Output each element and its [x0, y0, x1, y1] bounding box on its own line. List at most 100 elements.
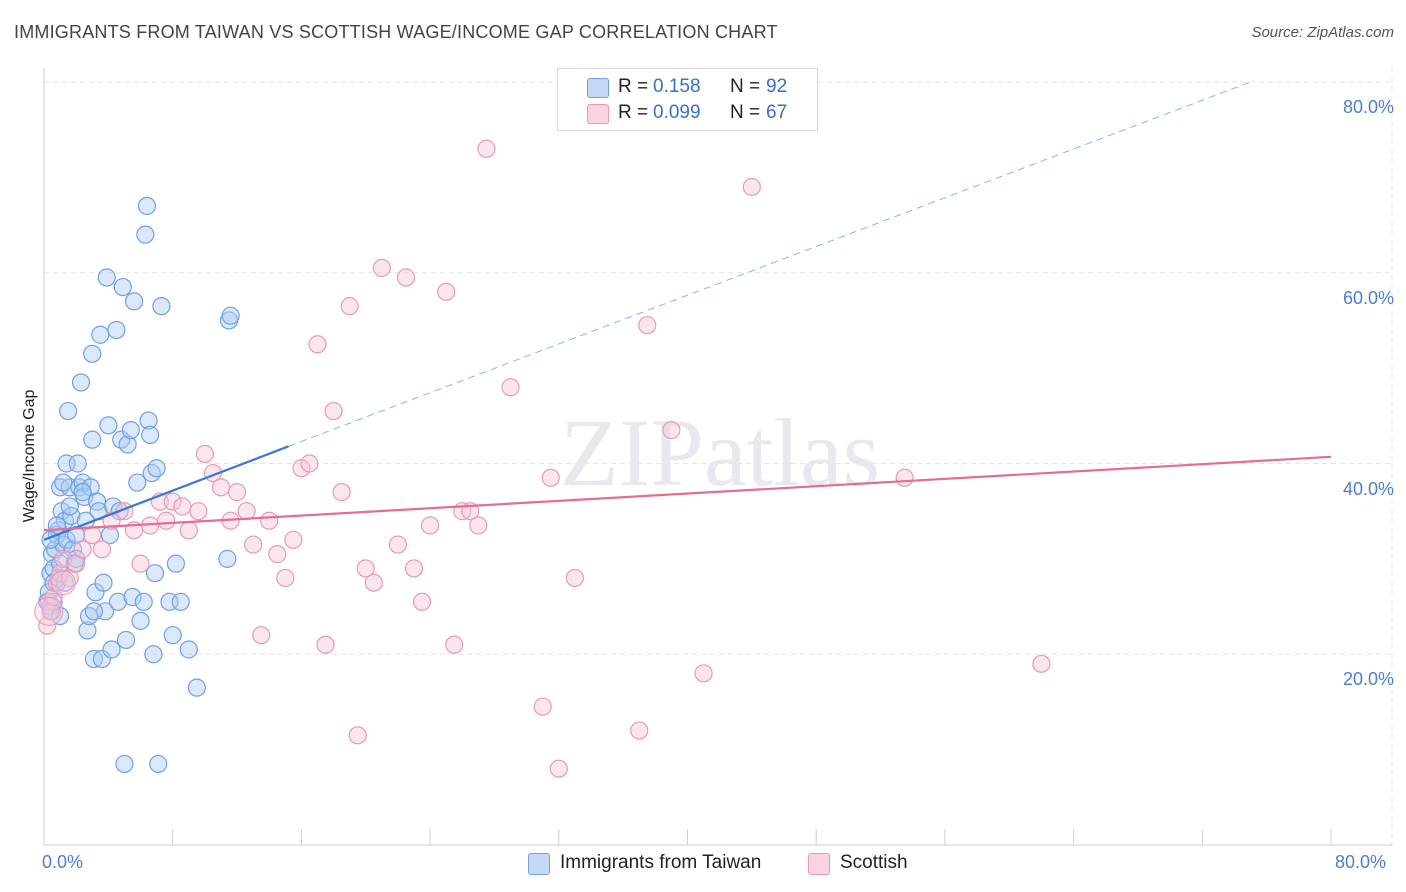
- data-point: [128, 473, 147, 492]
- data-point: [163, 626, 182, 645]
- data-point: [84, 602, 103, 621]
- data-point: [50, 564, 70, 583]
- data-point: [157, 511, 176, 530]
- data-point: [118, 435, 137, 454]
- data-point: [92, 540, 112, 559]
- data-point: [308, 335, 327, 354]
- data-point: [107, 320, 126, 340]
- data-point: [469, 516, 488, 535]
- data-point: [252, 626, 271, 645]
- data-point: [348, 726, 367, 745]
- taiwan-trend-line: [43, 445, 289, 541]
- data-point: [123, 587, 142, 607]
- data-point: [260, 511, 279, 530]
- r-label: R =: [618, 102, 649, 123]
- data-point: [372, 258, 391, 278]
- data-point: [83, 344, 102, 363]
- data-point: [124, 292, 144, 311]
- n-value: 92: [766, 76, 788, 97]
- data-point: [139, 411, 158, 430]
- data-point: [694, 664, 713, 683]
- x-tick-label-end: 80.0%: [1335, 852, 1387, 872]
- data-point: [638, 316, 657, 335]
- data-point: [54, 473, 73, 492]
- stats-legend: R = 0.158 N = 92 R = 0.099 N = 67: [557, 68, 818, 131]
- data-point: [189, 502, 208, 521]
- data-point: [78, 621, 97, 640]
- grid-layer: [44, 68, 1393, 845]
- data-point: [59, 401, 78, 421]
- data-point: [340, 297, 359, 316]
- data-point: [94, 573, 113, 592]
- data-point: [63, 540, 83, 559]
- data-point: [227, 483, 247, 502]
- n-label: N =: [730, 102, 761, 123]
- taiwan-swatch: [587, 78, 609, 98]
- data-point: [131, 611, 150, 630]
- chart-title: IMMIGRANTS FROM TAIWAN VS SCOTTISH WAGE/…: [14, 22, 778, 42]
- data-point: [145, 564, 165, 583]
- data-point: [501, 378, 520, 397]
- scottish-swatch: [587, 104, 609, 124]
- data-point: [60, 497, 79, 516]
- legend-label: Scottish: [840, 852, 908, 873]
- data-point: [171, 592, 190, 611]
- points-layer: [34, 139, 1051, 778]
- data-point: [187, 678, 206, 697]
- data-point: [166, 554, 186, 573]
- data-point: [41, 602, 60, 621]
- data-point: [137, 196, 157, 216]
- data-point: [445, 635, 464, 654]
- data-point: [437, 282, 456, 301]
- data-point: [742, 177, 761, 197]
- y-tick-label: 20.0%: [1342, 669, 1394, 690]
- data-point: [412, 592, 432, 611]
- data-point: [141, 425, 160, 444]
- n-label: N =: [730, 76, 761, 97]
- r-value: 0.099: [653, 102, 701, 123]
- data-point: [211, 478, 231, 497]
- stats-row-scottish: R = 0.099 N = 67: [558, 101, 817, 127]
- r-label: R =: [618, 76, 649, 97]
- data-point: [113, 277, 132, 297]
- y-tick-label: 40.0%: [1342, 478, 1394, 499]
- data-point: [565, 568, 584, 588]
- data-point: [364, 573, 383, 592]
- data-point: [1032, 654, 1051, 673]
- y-tick-label: 80.0%: [1342, 97, 1394, 117]
- legend-label: Immigrants from Taiwan: [560, 852, 762, 873]
- data-point: [144, 645, 163, 664]
- data-point: [388, 535, 408, 554]
- data-point: [91, 325, 110, 344]
- data-point: [396, 268, 416, 287]
- data-point: [83, 430, 102, 449]
- data-point: [92, 649, 112, 669]
- data-point: [115, 754, 134, 774]
- data-point: [102, 640, 121, 659]
- legend-item-scottish[interactable]: Scottish: [808, 851, 928, 875]
- data-point: [179, 640, 198, 659]
- data-point: [316, 635, 335, 654]
- axis-layer: [43, 68, 1392, 846]
- data-point-cluster: [50, 570, 76, 596]
- data-point: [73, 540, 92, 559]
- data-point: [324, 401, 343, 421]
- data-point: [356, 559, 375, 578]
- data-point: [237, 502, 256, 521]
- legend-item-taiwan[interactable]: Immigrants from Taiwan: [528, 851, 788, 875]
- taiwan-points: [38, 196, 240, 774]
- data-point: [630, 721, 649, 740]
- data-point: [332, 483, 351, 502]
- n-value: 67: [766, 102, 788, 123]
- data-point: [477, 139, 496, 158]
- data-point: [67, 549, 86, 568]
- data-point: [421, 516, 440, 535]
- trend-layer: [43, 81, 1332, 541]
- taiwan-trend-extension: [288, 81, 1251, 447]
- data-point: [108, 592, 128, 611]
- data-point: [131, 554, 150, 573]
- data-point: [147, 459, 166, 478]
- data-point: [268, 545, 287, 564]
- data-point: [549, 759, 568, 778]
